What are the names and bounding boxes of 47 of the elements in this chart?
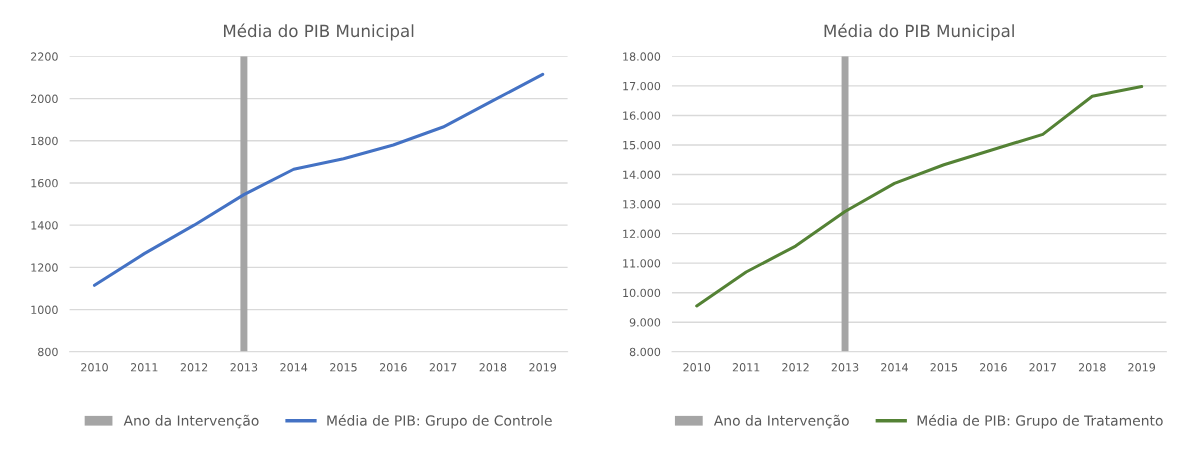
x-tick-label: 2012 — [782, 363, 809, 372]
x-tick-label: 2017 — [1029, 363, 1056, 372]
y-tick-label: 16.000 — [623, 111, 661, 120]
y-tick-label: 1000 — [31, 305, 58, 314]
y-tick-label: 17.000 — [623, 81, 661, 91]
y-tick-label: 2200 — [31, 52, 58, 61]
legend-label: Ano da Intervenção — [123, 414, 259, 429]
x-tick-label: 2019 — [1128, 363, 1156, 372]
y-tick-label: 10.000 — [623, 288, 661, 298]
y-tick-label: 1600 — [31, 178, 58, 188]
x-tick-label: 2015 — [930, 363, 958, 372]
legend-label: Ano da Intervenção — [713, 414, 849, 429]
line-series — [92, 72, 545, 287]
x-tick-label: 2018 — [1078, 363, 1106, 372]
y-tick-label: 9.000 — [629, 318, 661, 327]
y-tick-label: 1400 — [31, 221, 58, 230]
y-tick-label: 15.000 — [623, 140, 661, 150]
y-tick-label: 14.000 — [623, 170, 661, 179]
y-tick-label: 2000 — [31, 94, 58, 103]
x-tick-label: 2013 — [230, 363, 258, 372]
line-series — [695, 84, 1144, 308]
y-tick-label: 11.000 — [623, 259, 661, 268]
x-tick-label: 2011 — [732, 363, 760, 372]
y-tick-label: 800 — [38, 347, 58, 357]
legend-label: Média de PIB: Grupo de Controle — [327, 414, 552, 429]
chart-title: Média do PIB Municipal — [824, 23, 1014, 41]
x-tick-label: 2017 — [429, 363, 457, 372]
y-tick-label: 12.000 — [623, 229, 661, 238]
y-tick-label: 1800 — [31, 136, 58, 146]
y-tick-label: 18.000 — [623, 52, 661, 61]
y-tick-label: 8.000 — [629, 347, 661, 357]
y-tick-label: 1200 — [31, 263, 58, 272]
x-tick-label: 2012 — [180, 363, 208, 372]
x-tick-label: 2010 — [81, 363, 108, 372]
x-tick-label: 2016 — [379, 363, 407, 372]
x-tick-label: 2014 — [280, 363, 308, 372]
x-tick-label: 2016 — [980, 363, 1007, 372]
x-tick-label: 2018 — [479, 363, 507, 372]
x-tick-label: 2011 — [130, 363, 158, 372]
y-tick-label: 13.000 — [623, 200, 661, 209]
x-tick-label: 2010 — [683, 363, 711, 372]
x-tick-label: 2015 — [330, 363, 357, 372]
x-tick-label: 2019 — [529, 363, 557, 372]
legend-label: Média de PIB: Grupo de Tratamento — [917, 414, 1163, 429]
x-tick-label: 2014 — [881, 363, 908, 372]
x-tick-label: 2013 — [831, 363, 859, 372]
chart-title: Média do PIB Municipal — [223, 23, 414, 41]
